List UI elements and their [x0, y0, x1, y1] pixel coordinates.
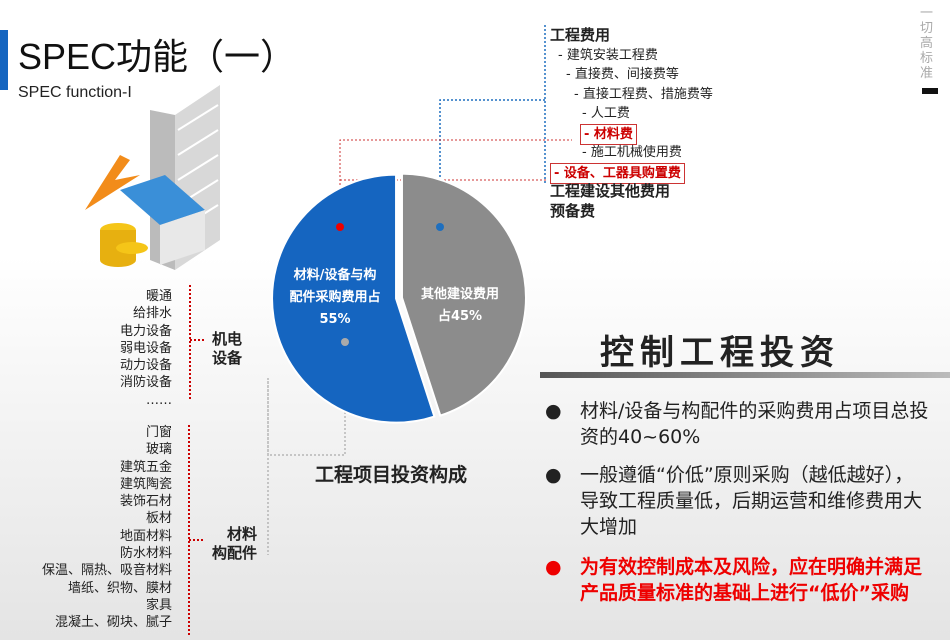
control-title: 控制工程投资 [600, 333, 840, 373]
cost-tree-item: - 直接费、间接费等 [566, 67, 679, 82]
pie-label-materials: 材料/设备与构 配件采购费用占 55% [280, 265, 390, 331]
pie-label-line-1: 其他建设费用 [420, 287, 499, 302]
cost-tree-item: 预备费 [550, 201, 596, 220]
group-item: 墙纸、织物、膜材 [67, 580, 172, 596]
cost-tree-item: - 人工费 [582, 106, 630, 121]
cost-tree-item: - 设备、工器具购置费 [550, 162, 685, 184]
pie-title: 工程项目投资构成 [315, 464, 468, 486]
page-title: SPEC功能（一） [18, 36, 297, 77]
group-item: 弱电设备 [119, 340, 172, 356]
cost-tree-item: - 直接工程费、措施费等 [574, 86, 713, 102]
pie-slice [271, 173, 436, 424]
cost-tree-item: 工程建设其他费用 [550, 182, 671, 200]
group-item: 动力设备 [119, 358, 172, 374]
group-label-line: 设备 [212, 349, 243, 367]
group-label-line: 材料 [227, 525, 258, 543]
pie-slice [400, 172, 527, 417]
group-item: 保温、隔热、吸音材料 [41, 563, 172, 579]
mep-item-list: 暖通给排水 电力设备 弱电设备动力设备 消防设备…… [120, 288, 172, 409]
group-item: 建筑五金 [119, 459, 172, 475]
connector-dot [336, 223, 344, 231]
cost-tree-item: - 施工机械使用费 [582, 145, 682, 160]
cost-tree-item: - 材料费 [580, 123, 637, 145]
group-label-line: 机电 [212, 330, 243, 348]
group-item: …… [146, 392, 172, 408]
bullet-dot-icon: ● [545, 400, 562, 422]
slogan: 一切高标准 [920, 6, 934, 81]
materials-item-list: 门窗玻璃 建筑五金 建筑陶瓷装饰石材 板材 地面材料防水材料 保温、隔热、吸音材料 墙纸、织… [42, 424, 172, 632]
bullet-1: ● 材料/设备与构配件的采购费用占项目总投资的40~60% [545, 398, 930, 450]
group-label-materials: 材料 构配件 [212, 525, 257, 563]
building-illustration-icon [85, 85, 220, 270]
group-item: 地面材料 [119, 528, 172, 544]
bullet-dot-icon: ● [545, 556, 562, 578]
group-item: 防水材料 [119, 546, 172, 562]
title-accent-bar [0, 30, 8, 90]
bullet-text: 一般遵循“价低”原则采购（越低越好），导致工程质量低，后期运营和维修费用大大增加 [580, 464, 923, 538]
connector-dot [341, 338, 349, 346]
group-label-line: 构配件 [212, 544, 258, 562]
cost-tree-item: - 建筑安装工程费 [558, 47, 658, 63]
slogan-mark [922, 88, 938, 94]
control-title-underline [540, 372, 950, 378]
group-item: 家具 [145, 597, 172, 613]
pie-chart [271, 172, 527, 424]
pie-label-pct: 55% [319, 312, 351, 327]
page-subtitle: SPEC function-I [18, 84, 132, 101]
group-item: 门窗 [145, 425, 172, 440]
group-label-mep: 机电 设备 [212, 330, 242, 368]
group-item: 暖通 [145, 289, 172, 304]
group-item: 装饰石材 [119, 494, 172, 510]
group-item: 混凝土、砌块、腻子 [54, 615, 172, 631]
pie-label-line-2: 配件采购费用占 [289, 290, 381, 305]
group-item: 玻璃 [145, 442, 172, 458]
group-item: 给排水 [132, 306, 172, 322]
pie-label-line-1: 材料/设备与构 [293, 268, 377, 283]
group-item: 建筑陶瓷 [119, 476, 172, 492]
bullet-dot-icon: ● [545, 464, 562, 486]
pie-label-line-2: 占45% [437, 309, 483, 324]
bullet-highlight: ● 为有效控制成本及风险，应在明确并满足产品质量标准的基础上进行“低价”采购 [545, 554, 930, 606]
bullet-text: 为有效控制成本及风险，应在明确并满足产品质量标准的基础上进行“低价”采购 [580, 556, 923, 604]
connector-dot [436, 223, 444, 231]
group-item: 消防设备 [119, 375, 172, 391]
group-item: 电力设备 [119, 323, 172, 339]
bullet-2: ● 一般遵循“价低”原则采购（越低越好），导致工程质量低，后期运营和维修费用大大增… [545, 462, 930, 540]
group-item: 板材 [145, 511, 172, 527]
pie-label-other: 其他建设费用 占45% [405, 284, 515, 328]
cost-tree-item: 工程费用 [550, 26, 611, 44]
bullet-text: 材料/设备与构配件的采购费用占项目总投资的40~60% [580, 400, 929, 448]
